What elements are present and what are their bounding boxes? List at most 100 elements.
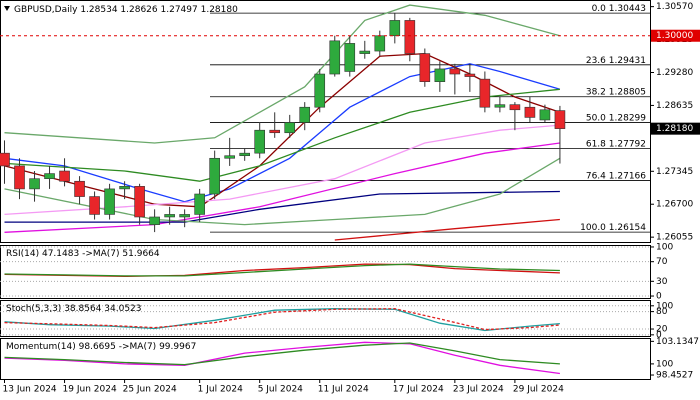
indicator-line: [4, 88, 560, 182]
fibo-price: 1.27166: [609, 171, 646, 181]
candle-body: [134, 186, 145, 218]
level-label: 1.30000: [656, 31, 693, 41]
price-label: 1.28180: [656, 124, 693, 134]
candle-body: [554, 110, 566, 129]
x-tick-label: 23 Jul 2024: [453, 385, 504, 395]
candle-body: [284, 122, 296, 134]
ohlc-high: 1.28626: [120, 5, 157, 15]
x-tick-label: 13 Jun 2024: [3, 385, 57, 395]
candle-body: [164, 214, 175, 218]
y-tick-label: 1.30570: [656, 2, 693, 12]
y-tick-label: 100: [656, 242, 673, 252]
candle-body: [209, 157, 220, 195]
price-box: [651, 122, 700, 135]
indicator-name: ->MA(7): [82, 249, 119, 259]
y-tick-label: 1.26700: [656, 200, 693, 210]
x-tick-label: 19 Jun 2024: [63, 385, 117, 395]
ohlc-close: 1.28180: [201, 5, 238, 15]
x-tick-label: 11 Jul 2024: [318, 385, 369, 395]
fibo-level: 100.0: [580, 223, 606, 233]
indicator-name: Momentum(14): [6, 342, 76, 352]
candle-body: [89, 196, 100, 215]
y-tick-label: 100: [656, 301, 673, 311]
x-tick-label: 5 Jul 2024: [258, 385, 303, 395]
y-tick-label: 100: [656, 359, 673, 369]
candle-body: [194, 193, 205, 215]
y-tick-label: 0: [656, 292, 662, 302]
candle-body: [464, 73, 476, 77]
fibo-level: 50.0: [586, 113, 606, 123]
title-arrow: [4, 6, 10, 11]
fibo-label: 0.0 1.30443: [592, 4, 646, 14]
fibo-price: 1.26154: [609, 223, 646, 233]
candle-body: [314, 73, 326, 108]
candle-body: [119, 186, 130, 190]
candle-body: [0, 152, 10, 167]
fibo-level: 23.6: [586, 55, 606, 65]
y-tick-label: 0: [656, 330, 662, 340]
fibo-label: 76.4 1.27166: [586, 171, 646, 181]
indicator-title: Momentum(14) 98.6695 ->MA(7) 99.9967: [6, 342, 196, 352]
fibo-label: 50.0 1.28299: [586, 113, 646, 123]
indicator-name: Stoch(5,3,3): [6, 304, 61, 314]
candle-body: [539, 109, 551, 121]
candle-body: [479, 78, 491, 108]
candle-body: [344, 43, 356, 72]
candle-body: [74, 180, 85, 197]
indicator-value: 38.8564: [64, 304, 101, 314]
candle-body: [224, 155, 235, 159]
candle-body: [14, 165, 25, 190]
y-tick-label: 103.1347: [656, 337, 699, 347]
candle-body: [239, 152, 250, 157]
fibo-label: 61.8 1.27792: [586, 139, 646, 149]
indicator-title: RSI(14) 47.1483 ->MA(7) 51.9664: [6, 249, 160, 259]
x-tick-label: 25 Jun 2024: [123, 385, 177, 395]
fibo-level: 76.4: [586, 171, 606, 181]
candle-body: [104, 188, 115, 215]
candle-body: [509, 104, 521, 111]
level-box: [651, 29, 700, 42]
panel-frame: [0, 300, 651, 337]
fibo-label: 100.0 1.26154: [580, 223, 646, 233]
candle-body: [374, 35, 386, 52]
fibo-level: 38.2: [586, 87, 606, 97]
candle-body: [329, 40, 341, 75]
candle-body: [269, 129, 281, 134]
y-tick-label: 1.26055: [656, 233, 693, 243]
fibo-label: 23.6 1.29431: [586, 55, 646, 65]
candle-body: [359, 50, 371, 54]
symbol: GBPUSD,Daily: [14, 5, 78, 15]
fibo-level: 61.8: [586, 139, 606, 149]
candle-body: [29, 178, 40, 190]
panel-frame: [0, 245, 651, 299]
x-tick-label: 29 Jul 2024: [513, 385, 564, 395]
panel-frame: [0, 0, 651, 243]
candle-body: [449, 68, 461, 75]
fibo-level: 0.0: [592, 4, 607, 14]
candle-body: [419, 53, 431, 82]
candle-body: [179, 214, 190, 218]
indicator-value: 99.9967: [159, 342, 196, 352]
indicator-line: [4, 63, 561, 203]
x-tick-label: 17 Jul 2024: [393, 385, 444, 395]
y-tick-label: 70: [656, 257, 668, 267]
y-tick-label: 98.4527: [656, 371, 693, 381]
y-tick-label: 1.28635: [656, 101, 693, 111]
candle-body: [524, 106, 536, 118]
chart-title: GBPUSD,Daily 1.28534 1.28626 1.27497 1.2…: [14, 5, 238, 15]
fibo-price: 1.28805: [609, 87, 646, 97]
y-tick-label: 1.27345: [656, 167, 693, 177]
fibo-price: 1.30443: [609, 4, 646, 14]
candle-body: [254, 129, 265, 154]
candle-body: [149, 216, 160, 225]
candle-body: [59, 170, 70, 182]
plot-area: [0, 246, 650, 297]
y-tick-label: 30: [656, 277, 668, 287]
indicator-value: 98.6695: [79, 342, 116, 352]
plot-area: [4, 341, 560, 375]
candle-body: [389, 20, 401, 37]
indicator-value: 47.1483: [42, 249, 79, 259]
indicator-name: RSI(14): [6, 249, 39, 259]
y-tick-label: 80: [656, 307, 668, 317]
